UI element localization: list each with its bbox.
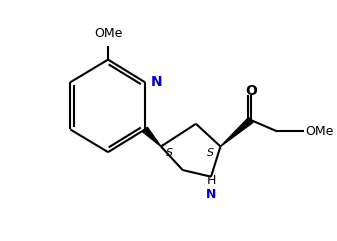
Text: S: S bbox=[166, 148, 173, 158]
Text: H: H bbox=[206, 174, 216, 187]
Text: O: O bbox=[245, 84, 257, 98]
Text: S: S bbox=[207, 148, 214, 158]
Text: OMe: OMe bbox=[305, 125, 334, 138]
Text: OMe: OMe bbox=[94, 27, 122, 40]
Text: N: N bbox=[206, 188, 216, 201]
Polygon shape bbox=[143, 127, 161, 147]
Polygon shape bbox=[220, 118, 253, 147]
Text: N: N bbox=[151, 75, 162, 89]
